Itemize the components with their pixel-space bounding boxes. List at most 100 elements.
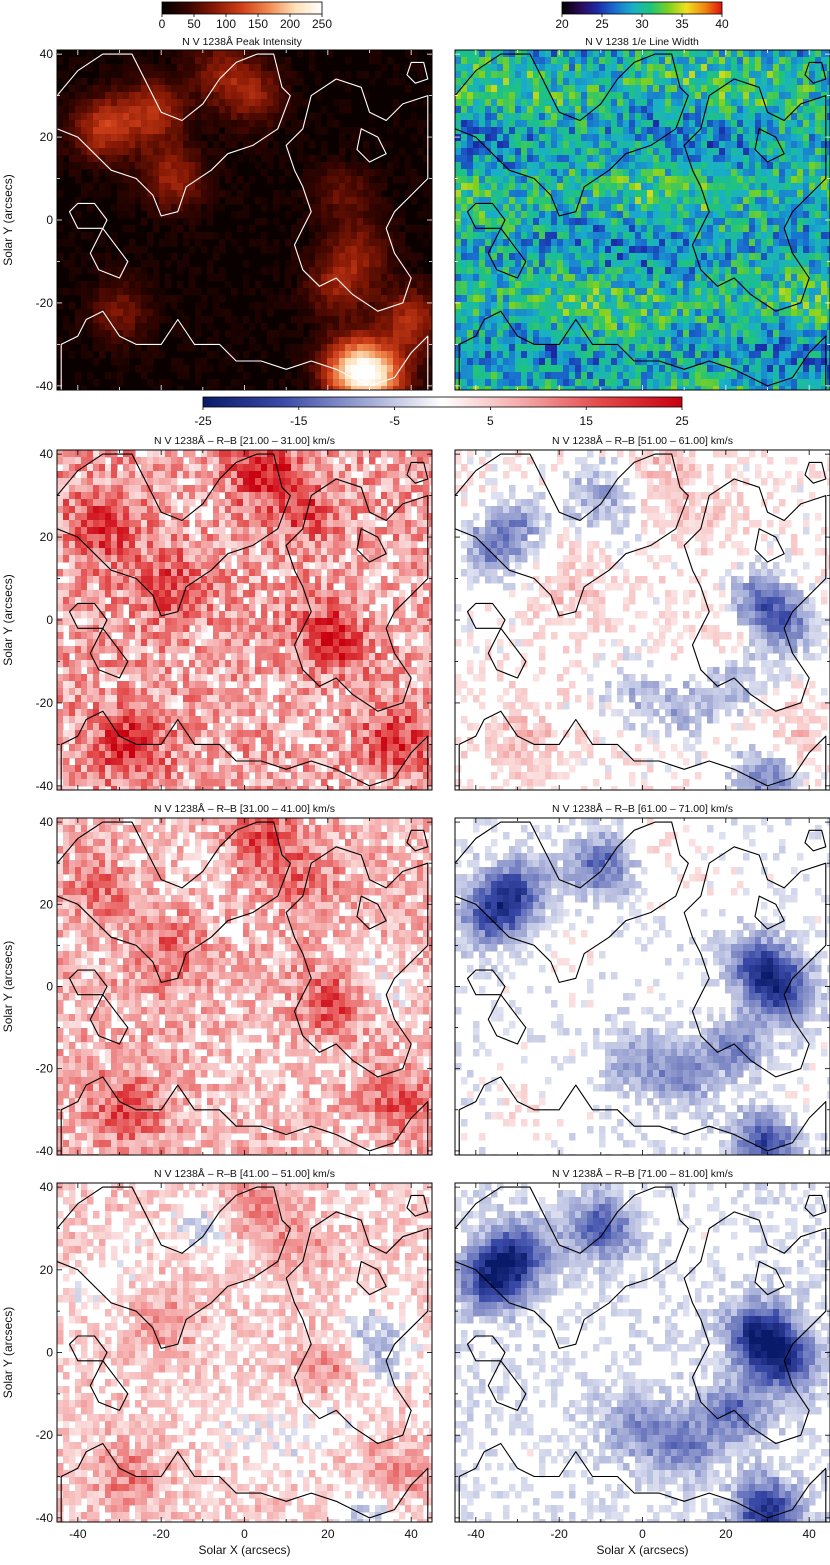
heatmap-cell [81,148,88,156]
heatmap-cell [605,85,612,93]
heatmap-cell [539,155,546,163]
heatmap-cell [599,169,606,177]
heatmap-cell [183,211,190,219]
heatmap-cell [563,232,570,240]
heatmap-cell [479,155,486,163]
heatmap-cell [497,239,504,247]
heatmap-cell [575,169,582,177]
heatmap-cell [683,295,690,303]
heatmap-cell [87,50,94,58]
heatmap-cell [429,379,432,387]
heatmap-cell [351,127,358,135]
heatmap-cell [201,155,208,163]
heatmap-cell [213,337,220,345]
heatmap-cell [779,330,786,338]
heatmap-cell [111,155,118,163]
heatmap-cell [569,99,576,107]
heatmap-cell [767,337,774,345]
heatmap-cell [713,232,720,240]
heatmap-cell [345,358,352,366]
heatmap-cell [183,218,190,226]
heatmap-cell [63,99,70,107]
heatmap-cell [821,99,828,107]
heatmap-cell [195,92,202,100]
heatmap-cell [575,260,582,268]
heatmap-cell [563,337,570,345]
heatmap-cell [219,64,226,72]
heatmap-cell [659,239,666,247]
heatmap-cell [815,309,822,317]
heatmap-cell [63,92,70,100]
heatmap-cell [393,267,400,275]
heatmap-cell [761,246,768,254]
heatmap-cell [455,78,462,86]
heatmap-cell [755,253,762,261]
heatmap-cell [461,211,468,219]
heatmap-cell [575,176,582,184]
heatmap-cell [159,197,166,205]
heatmap-cell [533,239,540,247]
heatmap-cell [147,288,154,296]
heatmap-cell [213,379,220,387]
heatmap-cell [485,162,492,170]
heatmap-cell [593,316,600,324]
heatmap-cell [309,141,316,149]
heatmap-cell [69,99,76,107]
heatmap-cell [539,176,546,184]
heatmap-cell [105,176,112,184]
heatmap-cell [797,190,804,198]
heatmap-cell [503,148,510,156]
heatmap-cell [593,92,600,100]
heatmap-cell [93,330,100,338]
heatmap-cell [411,113,418,121]
heatmap-cell [201,232,208,240]
heatmap-cell [249,239,256,247]
heatmap-cell [393,239,400,247]
heatmap-cell [533,253,540,261]
heatmap-cell [369,78,376,86]
heatmap-cell [491,309,498,317]
heatmap-cell [815,127,822,135]
heatmap-cell [153,225,160,233]
heatmap-cell [803,162,810,170]
heatmap-cell [105,330,112,338]
heatmap-cell [779,288,786,296]
heatmap-cell [503,295,510,303]
heatmap-cell [719,274,726,282]
heatmap-cell [117,78,124,86]
heatmap-cell [635,162,642,170]
heatmap-cell [791,218,798,226]
heatmap-cell [255,78,262,86]
heatmap-cell [689,344,696,352]
heatmap-cell [273,246,280,254]
heatmap-cell [267,92,274,100]
heatmap-cell [821,141,828,149]
heatmap-cell [417,316,424,324]
heatmap-cell [671,351,678,359]
heatmap-cell [153,323,160,331]
heatmap-cell [593,155,600,163]
heatmap-cell [165,295,172,303]
heatmap-cell [387,267,394,275]
heatmap-cell [473,281,480,289]
heatmap-cell [749,127,756,135]
heatmap-cell [177,323,184,331]
heatmap-cell [303,169,310,177]
heatmap-cell [183,372,190,380]
heatmap-cell [225,141,232,149]
colorbar-tick-label: 15 [580,414,594,428]
heatmap-cell [671,204,678,212]
colorbar-tick-label: 100 [216,17,236,31]
heatmap-cell [111,337,118,345]
heatmap-cell [345,316,352,324]
heatmap-cell [93,120,100,128]
heatmap-cell [207,78,214,86]
heatmap-cell [455,225,462,233]
heatmap-cell [593,106,600,114]
heatmap-cell [515,239,522,247]
heatmap-cell [333,239,340,247]
heatmap-cell [677,330,684,338]
heatmap-cell [461,120,468,128]
heatmap-cell [575,337,582,345]
heatmap-cell [105,302,112,310]
